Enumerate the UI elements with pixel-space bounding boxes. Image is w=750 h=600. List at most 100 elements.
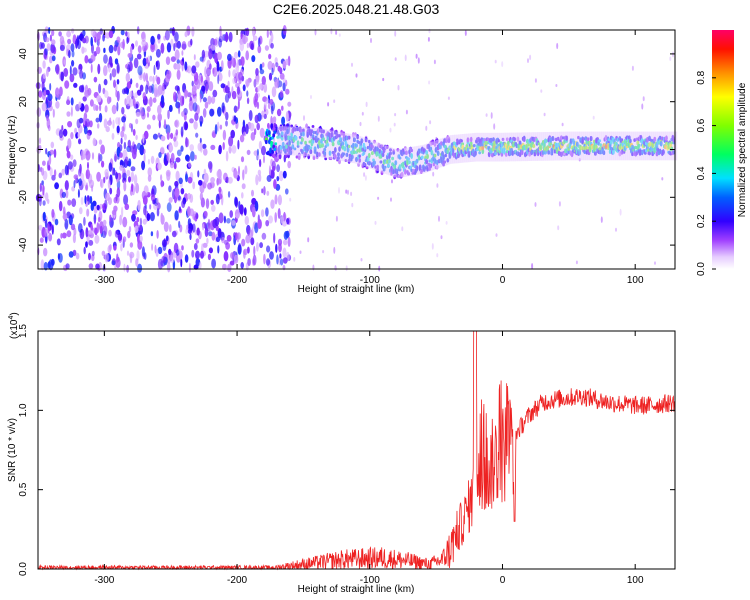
spectrogram-sparse-cell [350,191,353,196]
spectrogram-halo-cell [310,127,313,157]
spectrogram-sparse-cell [436,253,439,258]
spectrogram-noise-cell [210,177,216,183]
spectrogram-halo-cell [567,131,570,161]
spectrogram-noise-cell [59,44,65,52]
spectrogram-noise-cell [85,227,89,238]
spectrogram-sparse-cell [289,197,292,202]
spectrogram-noise-cell [96,204,100,211]
spectrogram-noise-cell [111,104,117,115]
spectrogram-noise-cell [203,172,209,184]
spectrogram-noise-cell [71,28,75,34]
spectrogram-sparse-cell [377,196,380,200]
spectrogram-noise-cell [85,150,91,161]
spectrogram-noise-cell [103,47,106,54]
spectrogram-noise-cell [257,45,262,54]
spectrogram-halo-cell [487,132,491,162]
spectrogram-noise-cell [79,69,84,79]
spectrogram-sparse-cell [415,53,418,59]
spectrogram-halo-cell [286,126,289,156]
spectrogram-noise-cell [96,95,102,103]
spectrogram-sparse-cell [351,62,353,67]
spectrogram-sparse-cell [501,61,504,68]
spectrogram-noise-cell [142,133,145,144]
spectrogram-noise-cell [251,189,254,197]
spectrogram-halo-cell [470,133,473,162]
colorbar-tick-label: 0.0 [696,262,707,276]
spectrogram-noise-cell [181,245,184,251]
spectrogram-halo-cell [406,147,409,177]
spectrogram-noise-cell [160,42,165,54]
spectrogram-sparse-cell [534,78,537,83]
spectrogram-noise-cell [78,223,83,233]
spectrogram-sparse-cell [661,177,664,181]
spectrogram-noise-cell [217,245,220,254]
spectrogram-noise-cell [90,54,96,62]
spectrogram-noise-cell [272,116,277,123]
spectrogram-halo-cell [505,132,508,162]
spectrogram-noise-cell [228,69,231,78]
spectrogram-noise-cell [168,185,172,193]
spectrogram-noise-cell [271,67,274,76]
spectrogram-sparse-cell [312,264,315,271]
spectrogram-noise-cell [204,50,209,58]
spectrogram-noise-cell [193,120,198,130]
spectrogram-noise-cell [61,232,67,239]
spectrogram-noise-cell [90,202,95,211]
spectrogram-noise-cell [94,219,96,225]
snr-scale-exponent: 4 [8,316,15,320]
spectrogram-halo-cell [671,131,674,161]
spectrogram-noise-cell [185,173,188,183]
spectrogram-noise-cell [282,77,286,84]
snr-x-label: Height of straight line (km) [298,584,415,595]
spectrogram-noise-cell [150,35,155,46]
spectrogram-noise-cell [194,154,197,160]
spectrogram-noise-cell [157,162,162,170]
spectrogram-halo-cell [288,126,291,156]
spectrogram-halo-cell [322,129,325,158]
spectrogram-noise-cell [111,166,114,176]
spectrogram-halo-cell [539,132,542,161]
spectrogram-noise-cell [39,195,42,202]
spectrogram-noise-cell [102,219,107,226]
spectrogram-noise-cell [142,218,147,225]
spectrogram-halo-cell [356,135,359,164]
spectrogram-noise-cell [274,78,280,89]
spectrogram-noise-cell [88,229,94,235]
spectrogram-halo-cell [344,133,347,162]
spectrogram-noise-cell [91,152,95,160]
spectrogram-noise-cell [170,38,174,48]
spectrogram-noise-cell [175,157,181,163]
spectrogram-noise-cell [242,169,245,181]
spectrogram-halo-cell [647,131,650,161]
spectrogram-signal-cell [272,133,276,138]
spectrogram-noise-cell [90,36,93,47]
spectrogram-noise-cell [200,250,204,259]
spectrogram-halo-cell [346,133,349,163]
spectrogram-noise-cell [151,243,154,251]
spectrogram-noise-cell [47,223,50,234]
spectrogram-noise-cell [113,245,117,251]
spectrogram-noise-cell [178,220,181,229]
spectrogram-halo-cell [304,127,307,157]
spectrogram-noise-cell [223,251,229,262]
snr-y-ticks: 0.0 0.5 1.0 1.5 [18,324,675,576]
spectrogram-noise-cell [149,96,153,107]
spectrogram-noise-cell [63,59,66,65]
spectrogram-noise-cell [157,246,163,255]
spectrogram-noise-cell [197,170,200,178]
spectrogram-noise-cell [101,250,106,256]
spectrogram-noise-cell [181,41,187,51]
spectrogram-halo-cell [535,132,538,161]
spectrogram-noise-cell [174,31,179,42]
spectrogram-noise-cell [137,224,143,232]
spectrogram-noise-cell [261,188,264,194]
spectrogram-halo-cell [424,144,427,173]
spectrogram-halo-cell [527,132,530,161]
spectrogram-halo-cell [605,131,608,161]
spectrogram-sparse-cell [394,30,397,37]
spectrogram-signal-cell [264,139,268,145]
spectrogram-noise-cell [281,105,284,111]
spectrogram-noise-cell [36,107,42,117]
spectrogram-noise-cell [75,252,80,260]
